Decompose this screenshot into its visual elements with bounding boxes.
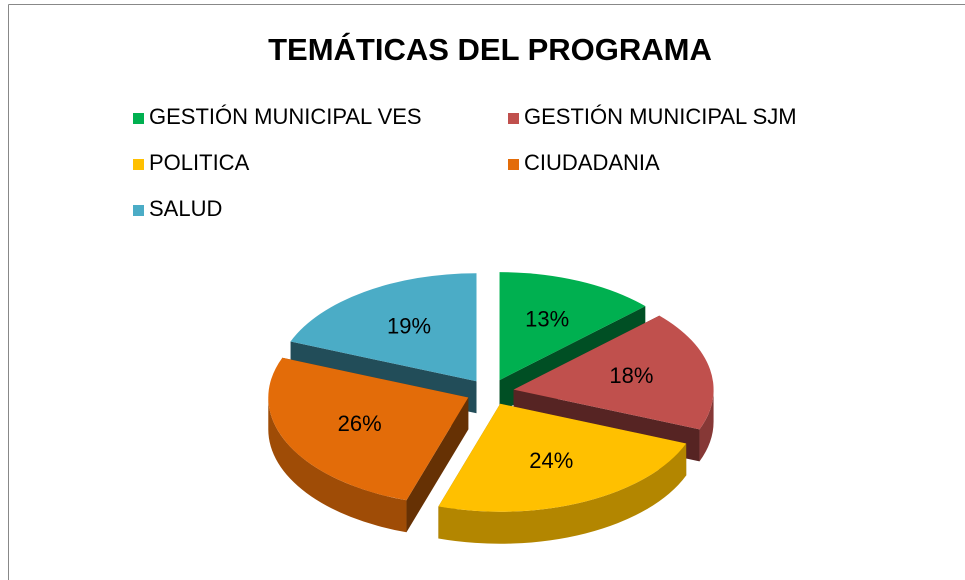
slice: [290, 273, 477, 382]
legend-label: POLITICA: [149, 150, 250, 175]
slice-side: [699, 389, 714, 462]
slice-side: [438, 443, 687, 544]
slice: [438, 403, 687, 544]
legend-swatch: [133, 113, 144, 124]
value-label: 13%: [525, 306, 569, 331]
slice-side: [268, 397, 407, 533]
chart-title: TEMÁTICAS DEL PROGRAMA: [268, 32, 712, 67]
legend-swatch: [508, 113, 519, 124]
slice: [268, 357, 469, 501]
legend-swatch: [508, 159, 519, 170]
slice: [513, 315, 714, 430]
legend-label: GESTIÓN MUNICIPAL SJM: [524, 104, 797, 129]
value-label: 26%: [338, 411, 382, 436]
legend-swatch: [133, 159, 144, 170]
legend-label: SALUD: [149, 196, 222, 221]
legend-label: CIUDADANIA: [524, 150, 660, 175]
value-label: 24%: [529, 448, 573, 473]
slice-side: [406, 397, 469, 533]
pie: [268, 272, 714, 544]
legend-swatch: [133, 205, 144, 216]
legend-label: GESTIÓN MUNICIPAL VES: [149, 104, 422, 129]
slice: [438, 403, 687, 512]
value-label: 18%: [609, 363, 653, 388]
slice: [268, 357, 469, 533]
value-label: 19%: [387, 313, 431, 338]
slice: [499, 272, 646, 381]
